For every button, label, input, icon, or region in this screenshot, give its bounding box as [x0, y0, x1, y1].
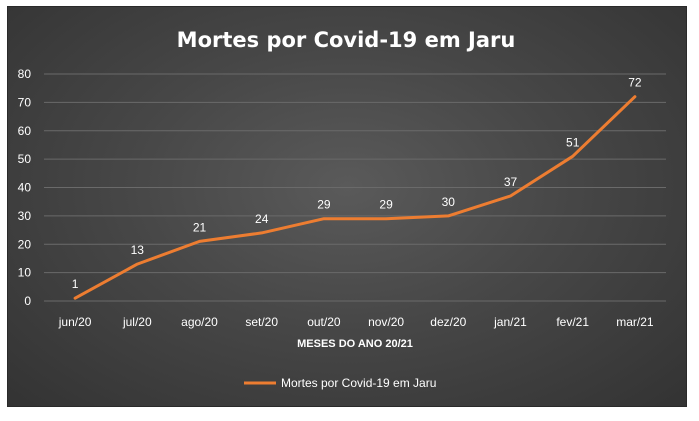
y-tick-label: 40	[18, 181, 32, 195]
series-line	[73, 95, 637, 300]
y-tick-label: 20	[18, 237, 32, 251]
x-tick-label: out/20	[307, 315, 341, 329]
series-lines	[73, 95, 637, 300]
y-axis-ticks: 0 10 20 30 40 50 60 70 80	[18, 67, 32, 308]
y-tick-label: 0	[24, 294, 31, 308]
data-label: 51	[566, 135, 580, 149]
data-label: 30	[442, 195, 456, 209]
x-tick-label: nov/20	[368, 315, 404, 329]
y-tick-label: 10	[18, 266, 32, 280]
data-label: 29	[317, 198, 331, 212]
data-label: 72	[628, 76, 642, 90]
x-axis-title: MESES DO ANO 20/21	[297, 338, 413, 350]
data-label: 21	[193, 220, 207, 234]
y-tick-label: 50	[18, 152, 32, 166]
x-axis-ticks: jun/20 jul/20 ago/20 set/20 out/20 nov/20 dez/…	[58, 315, 654, 329]
data-label: 13	[131, 243, 145, 257]
x-tick-label: ago/20	[181, 315, 218, 329]
gridlines	[44, 73, 666, 302]
data-label: 29	[379, 198, 393, 212]
data-label: 24	[255, 212, 269, 226]
y-tick-label: 30	[18, 209, 32, 223]
x-tick-label: fev/21	[556, 315, 589, 329]
chart-title: Mortes por Covid-19 em Jaru	[177, 28, 516, 52]
y-tick-label: 60	[18, 124, 32, 138]
x-tick-label: jun/20	[58, 315, 92, 329]
data-label: 1	[72, 277, 79, 291]
y-tick-label: 80	[18, 67, 32, 81]
data-label: 37	[504, 175, 518, 189]
legend[interactable]: Mortes por Covid-19 em Jaru	[244, 376, 436, 390]
legend-label: Mortes por Covid-19 em Jaru	[281, 376, 436, 390]
x-tick-label: jan/21	[493, 315, 527, 329]
x-tick-label: mar/21	[616, 315, 654, 329]
y-tick-label: 70	[18, 95, 32, 109]
x-tick-label: set/20	[245, 315, 278, 329]
data-labels: 1 13 21 24 29 29 30 37 51 72	[72, 76, 642, 291]
x-tick-label: dez/20	[430, 315, 466, 329]
x-tick-label: jul/20	[122, 315, 152, 329]
chart-frame	[7, 6, 687, 407]
